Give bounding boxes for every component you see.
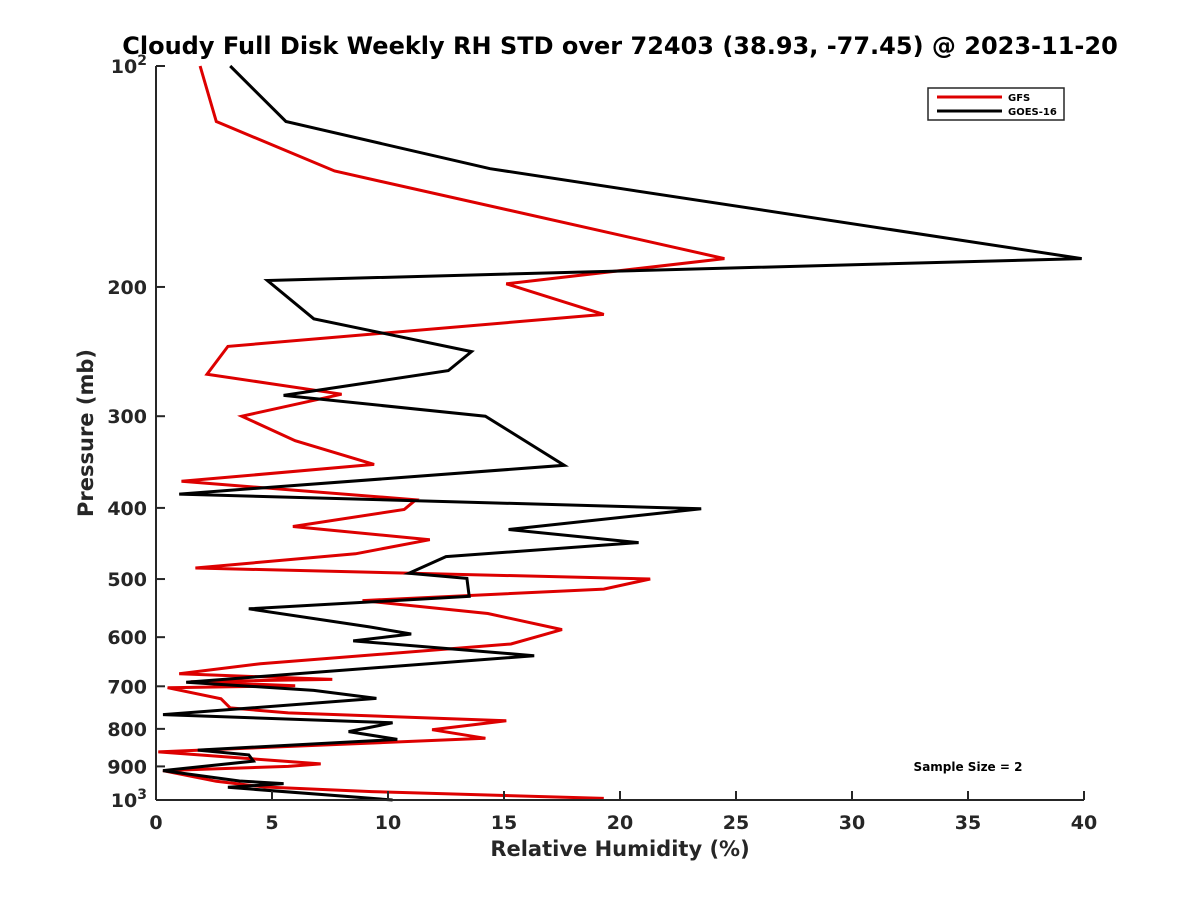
legend-label: GOES-16 bbox=[1008, 107, 1057, 118]
y-tick-label: 500 bbox=[107, 569, 147, 591]
x-tick-label: 35 bbox=[955, 812, 981, 834]
chart-title: Cloudy Full Disk Weekly RH STD over 7240… bbox=[122, 32, 1118, 60]
x-ticks: 0 5 10 15 20 25 30 35 40 bbox=[149, 791, 1097, 834]
x-axis-label: Relative Humidity (%) bbox=[490, 837, 749, 861]
legend-label: GFS bbox=[1008, 93, 1030, 104]
y-axis-label: Pressure (mb) bbox=[74, 349, 98, 517]
y-tick-label: 200 bbox=[107, 277, 147, 299]
x-tick-label: 25 bbox=[723, 812, 749, 834]
sample-size-annotation: Sample Size = 2 bbox=[914, 760, 1023, 774]
y-tick-label: 300 bbox=[107, 406, 147, 428]
y-tick-label: 900 bbox=[107, 756, 147, 778]
series-line-goes-16 bbox=[162, 64, 1082, 802]
x-tick-label: 40 bbox=[1071, 812, 1097, 834]
legend: GFS GOES-16 bbox=[927, 87, 1065, 121]
y-tick-label: 400 bbox=[107, 498, 147, 520]
x-tick-label: 10 bbox=[375, 812, 401, 834]
x-tick-label: 15 bbox=[491, 812, 517, 834]
plot-lines bbox=[158, 64, 1082, 802]
x-tick-label: 30 bbox=[839, 812, 865, 834]
x-tick-label: 20 bbox=[607, 812, 633, 834]
y-tick-label: 700 bbox=[107, 676, 147, 698]
x-tick-label: 0 bbox=[149, 812, 162, 834]
y-tick-label: 600 bbox=[107, 627, 147, 649]
x-tick-label: 5 bbox=[265, 812, 278, 834]
y-tick-label: 800 bbox=[107, 719, 147, 741]
legend-box bbox=[927, 87, 1065, 121]
